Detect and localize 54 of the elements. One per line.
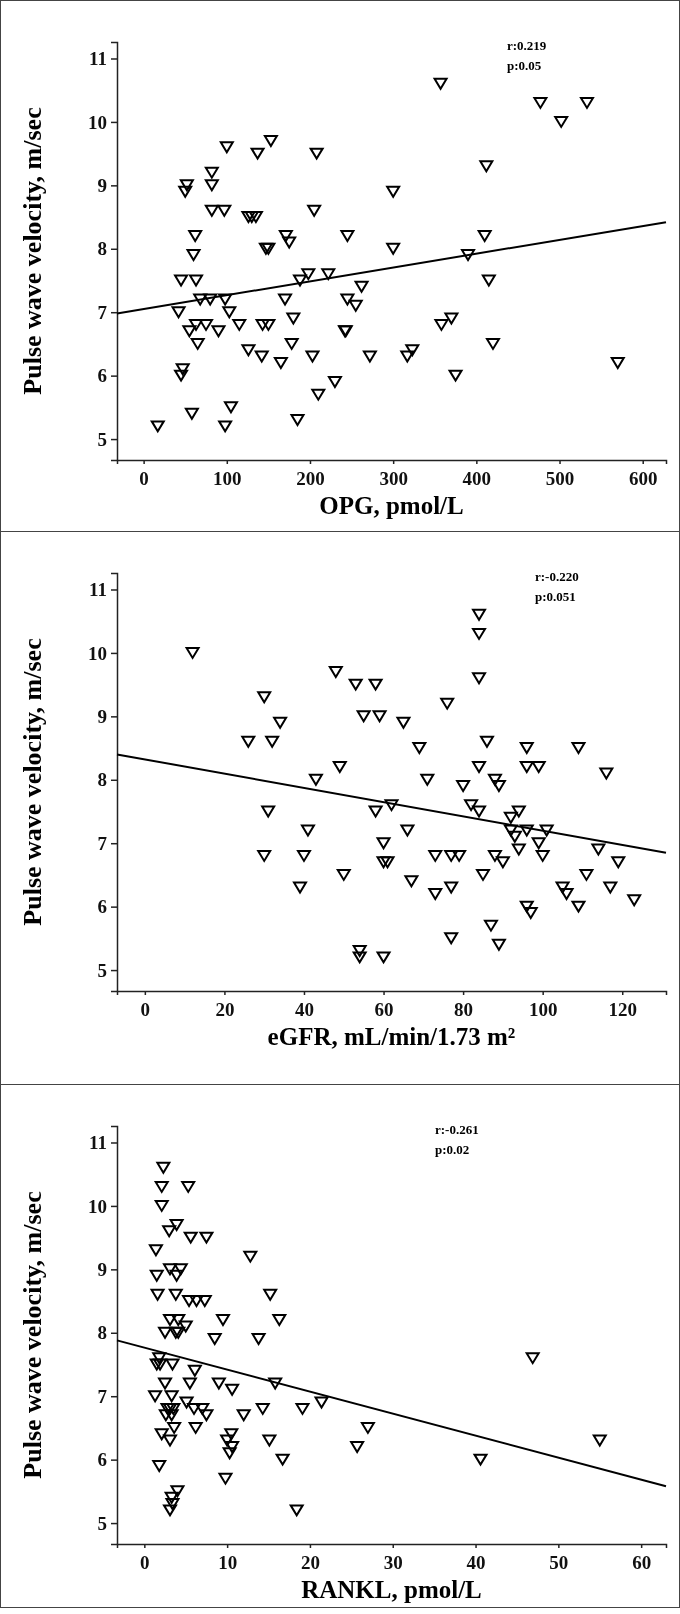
y-tick-label: 7 [97, 832, 108, 854]
x-tick-label: 120 [608, 999, 637, 1021]
y-tick-label: 7 [97, 1385, 108, 1407]
y-tick-label: 7 [97, 301, 108, 323]
x-tick-label: 500 [545, 468, 575, 490]
x-axis-title: eGFR, mL/min/1.73 m² [267, 1023, 516, 1050]
annotation: p:0.051 [535, 589, 576, 604]
annotation: p:0.05 [507, 58, 542, 73]
y-tick-label: 5 [97, 959, 107, 981]
y-axis-title: Pulse wave velocity, m/sec [18, 107, 47, 395]
y-tick-label: 8 [97, 238, 107, 260]
y-tick-label: 5 [97, 1512, 107, 1534]
x-tick-label: 600 [628, 468, 658, 490]
x-tick-label: 0 [140, 999, 151, 1021]
y-tick-label: 10 [88, 642, 107, 664]
x-tick-label: 0 [140, 1552, 150, 1574]
y-axis-title: Pulse wave velocity, m/sec [18, 638, 47, 926]
x-tick-label: 20 [215, 999, 235, 1021]
y-tick-label: 8 [97, 1322, 107, 1344]
annotation: p:0.02 [435, 1142, 470, 1157]
x-tick-label: 50 [549, 1552, 569, 1574]
x-axis-title: RANKL, pmol/L [301, 1576, 482, 1603]
y-axis-title: Pulse wave velocity, m/sec [18, 1191, 47, 1479]
y-tick-label: 9 [97, 174, 107, 196]
x-tick-label: 30 [383, 1552, 403, 1574]
annotation: r:-0.261 [435, 1122, 479, 1137]
x-tick-label: 0 [139, 468, 149, 490]
x-tick-label: 100 [528, 999, 558, 1021]
y-tick-label: 11 [89, 48, 107, 70]
y-tick-label: 5 [97, 428, 107, 450]
y-tick-label: 6 [97, 896, 107, 918]
x-tick-label: 10 [218, 1552, 238, 1574]
x-tick-label: 100 [213, 468, 242, 490]
y-tick-label: 9 [97, 1258, 107, 1280]
y-tick-label: 11 [89, 1132, 107, 1154]
x-tick-label: 300 [379, 468, 408, 490]
y-tick-label: 10 [88, 1195, 107, 1217]
x-tick-label: 40 [466, 1552, 486, 1574]
y-tick-label: 8 [97, 769, 107, 791]
y-tick-label: 6 [97, 365, 107, 387]
y-tick-label: 11 [89, 579, 107, 601]
x-tick-label: 40 [294, 999, 314, 1021]
y-tick-label: 9 [97, 705, 107, 727]
x-tick-label: 20 [300, 1552, 320, 1574]
y-tick-label: 6 [97, 1449, 107, 1471]
y-tick-label: 10 [88, 111, 107, 133]
annotation: r:-0.220 [535, 569, 579, 584]
x-tick-label: 60 [374, 999, 394, 1021]
x-axis-title: OPG, pmol/L [319, 492, 464, 519]
annotation: r:0.219 [507, 38, 547, 53]
x-tick-label: 60 [632, 1552, 652, 1574]
x-tick-label: 80 [454, 999, 474, 1021]
x-tick-label: 200 [296, 468, 325, 490]
x-tick-label: 400 [462, 468, 492, 490]
